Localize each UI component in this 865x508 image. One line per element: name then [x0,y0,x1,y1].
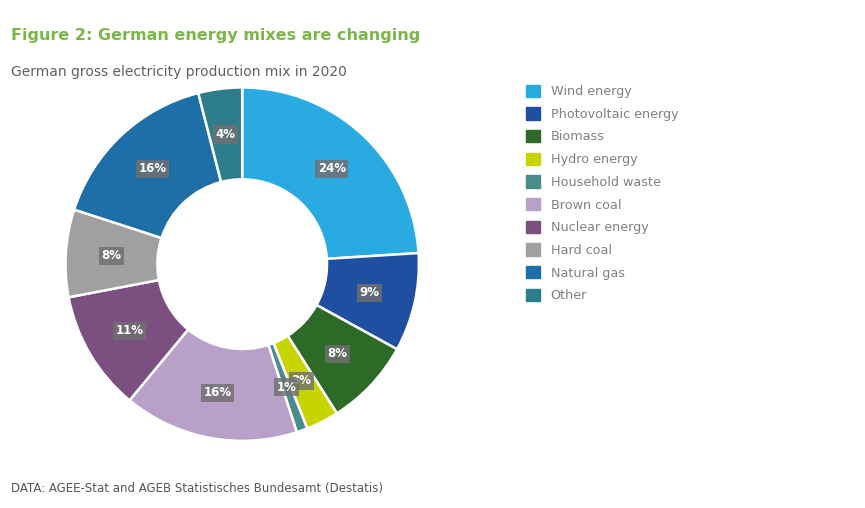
Text: 16%: 16% [203,386,232,399]
Text: 8%: 8% [102,249,122,263]
Wedge shape [242,87,419,259]
Wedge shape [288,305,397,414]
Text: 1%: 1% [277,380,297,394]
Text: 11%: 11% [116,324,144,337]
Wedge shape [66,210,162,297]
Text: DATA: AGEE-Stat and AGEB Statistisches Bundesamt (Destatis): DATA: AGEE-Stat and AGEB Statistisches B… [11,482,383,495]
Text: 24%: 24% [317,163,346,175]
Legend: Wind energy, Photovoltaic energy, Biomass, Hydro energy, Household waste, Brown : Wind energy, Photovoltaic energy, Biomas… [522,80,683,307]
Text: German gross electricity production mix in 2020: German gross electricity production mix … [11,65,347,79]
Text: 16%: 16% [138,163,167,175]
Text: 8%: 8% [328,347,348,360]
Wedge shape [198,87,242,182]
Wedge shape [268,343,307,432]
Text: 4%: 4% [215,128,236,141]
Text: 9%: 9% [360,286,380,299]
Wedge shape [74,93,221,238]
Wedge shape [273,336,336,428]
Wedge shape [68,280,189,400]
Text: 3%: 3% [292,374,311,387]
Wedge shape [317,253,419,350]
Wedge shape [130,330,297,441]
Text: Figure 2: German energy mixes are changing: Figure 2: German energy mixes are changi… [11,28,420,43]
